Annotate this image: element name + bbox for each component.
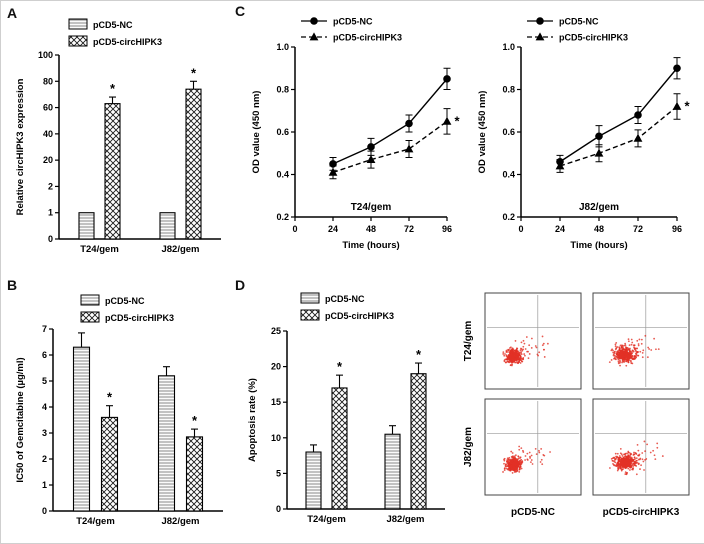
svg-text:48: 48 xyxy=(594,224,604,234)
svg-text:pCD5-NC: pCD5-NC xyxy=(105,296,145,306)
svg-text:5: 5 xyxy=(42,376,47,386)
svg-text:J82/gem: J82/gem xyxy=(579,202,619,213)
svg-text:0: 0 xyxy=(42,506,47,516)
svg-text:*: * xyxy=(684,99,690,114)
svg-text:Relative circHIPK3 expression: Relative circHIPK3 expression xyxy=(15,78,26,215)
svg-text:IC50 of Gemcitabine (µg/ml): IC50 of Gemcitabine (µg/ml) xyxy=(15,357,26,482)
svg-text:0.6: 0.6 xyxy=(502,127,515,137)
line-chart-od-j82gem: 0.2 0.4 0.6 0.8 1.0 0 24 48 72 96 OD value (450 nm… xyxy=(477,17,690,252)
svg-text:2: 2 xyxy=(42,454,47,464)
svg-text:pCD5-circHIPK3: pCD5-circHIPK3 xyxy=(559,33,628,43)
bar-chart-ic50-gemcitabine: 0 1 2 3 4 5 6 7 IC50 of Gemcitabine (µg/ml) T24/g… xyxy=(15,294,223,527)
svg-text:pCD5-circHIPK3: pCD5-circHIPK3 xyxy=(105,313,174,323)
svg-text:pCD5-NC: pCD5-NC xyxy=(93,20,133,30)
svg-text:100: 100 xyxy=(38,50,53,60)
svg-text:Time (hours): Time (hours) xyxy=(570,240,627,251)
svg-text:10: 10 xyxy=(271,433,281,443)
svg-text:0: 0 xyxy=(276,504,281,514)
svg-text:T24/gem: T24/gem xyxy=(307,514,346,525)
svg-text:J82/gem: J82/gem xyxy=(463,427,474,467)
svg-text:OD value (450 nm): OD value (450 nm) xyxy=(251,91,262,174)
svg-text:T24/gem: T24/gem xyxy=(76,516,115,527)
svg-text:1.0: 1.0 xyxy=(276,42,289,52)
svg-text:4: 4 xyxy=(42,402,47,412)
svg-text:72: 72 xyxy=(633,224,643,234)
svg-text:*: * xyxy=(192,413,198,428)
svg-text:J82/gem: J82/gem xyxy=(386,514,424,525)
svg-text:25: 25 xyxy=(271,326,281,336)
svg-text:J82/gem: J82/gem xyxy=(161,516,199,527)
svg-text:5: 5 xyxy=(276,468,281,478)
svg-text:pCD5-circHIPK3: pCD5-circHIPK3 xyxy=(333,33,402,43)
svg-text:0.8: 0.8 xyxy=(276,85,289,95)
svg-text:80: 80 xyxy=(43,76,53,86)
svg-text:48: 48 xyxy=(366,224,376,234)
svg-text:0: 0 xyxy=(292,224,297,234)
svg-text:*: * xyxy=(416,347,422,362)
svg-text:pCD5-NC: pCD5-NC xyxy=(559,17,599,27)
svg-text:*: * xyxy=(191,65,197,80)
svg-text:OD value (450 nm): OD value (450 nm) xyxy=(477,91,488,174)
svg-text:3: 3 xyxy=(42,428,47,438)
svg-text:60: 60 xyxy=(43,103,53,113)
panel-label-c: C xyxy=(235,3,246,19)
svg-text:24: 24 xyxy=(555,224,565,234)
svg-text:96: 96 xyxy=(442,224,452,234)
svg-text:T24/gem: T24/gem xyxy=(463,321,474,362)
svg-text:T24/gem: T24/gem xyxy=(80,244,119,255)
svg-text:72: 72 xyxy=(404,224,414,234)
bar-chart-relative-circhipk3-expression: 0 1 2 20 40 60 80 100 Relative circHIPK3 express… xyxy=(15,18,221,255)
svg-text:24: 24 xyxy=(328,224,338,234)
svg-text:0.2: 0.2 xyxy=(276,212,289,222)
svg-text:20: 20 xyxy=(271,362,281,372)
panel-label-b: B xyxy=(7,277,18,293)
svg-text:0: 0 xyxy=(48,234,53,244)
svg-text:pCD5-NC: pCD5-NC xyxy=(325,294,365,304)
svg-text:pCD5-NC: pCD5-NC xyxy=(511,507,555,518)
svg-text:0.8: 0.8 xyxy=(502,85,515,95)
line-chart-od-t24gem: 0.2 0.4 0.6 0.8 1.0 0 24 48 72 96 OD value (450 nm… xyxy=(251,17,460,252)
svg-text:Time (hours): Time (hours) xyxy=(342,240,399,251)
panel-label-d: D xyxy=(235,277,246,293)
svg-text:2: 2 xyxy=(48,181,53,191)
svg-text:96: 96 xyxy=(672,224,682,234)
svg-text:J82/gem: J82/gem xyxy=(161,244,199,255)
svg-text:6: 6 xyxy=(42,350,47,360)
svg-text:0: 0 xyxy=(518,224,523,234)
svg-text:pCD5-circHIPK3: pCD5-circHIPK3 xyxy=(325,311,394,321)
svg-text:1: 1 xyxy=(42,480,47,490)
svg-text:0.6: 0.6 xyxy=(276,127,289,137)
flow-cytometry-grid: T24/gem J82/gem pCD5-NC pCD5-circHIPK3 xyxy=(463,292,690,518)
svg-text:pCD5-circHIPK3: pCD5-circHIPK3 xyxy=(93,37,162,47)
svg-text:15: 15 xyxy=(271,397,281,407)
bar-chart-apoptosis-rate: 0 5 10 15 20 25 Apoptosis rate (%) T24/gem * J82/… xyxy=(247,292,445,525)
svg-text:0.4: 0.4 xyxy=(502,170,515,180)
svg-text:*: * xyxy=(107,390,113,405)
svg-text:1: 1 xyxy=(48,208,53,218)
svg-text:40: 40 xyxy=(43,129,53,139)
svg-text:1.0: 1.0 xyxy=(502,42,515,52)
svg-text:T24/gem: T24/gem xyxy=(351,202,392,213)
svg-text:*: * xyxy=(454,113,460,128)
svg-text:pCD5-circHIPK3: pCD5-circHIPK3 xyxy=(603,507,680,518)
svg-text:*: * xyxy=(337,359,343,374)
svg-text:7: 7 xyxy=(42,324,47,334)
svg-text:0.2: 0.2 xyxy=(502,212,515,222)
svg-text:20: 20 xyxy=(43,155,53,165)
svg-text:Apoptosis rate (%): Apoptosis rate (%) xyxy=(247,378,258,462)
svg-text:*: * xyxy=(110,81,116,96)
svg-text:pCD5-NC: pCD5-NC xyxy=(333,17,373,27)
panel-label-a: A xyxy=(7,5,18,21)
svg-text:0.4: 0.4 xyxy=(276,170,289,180)
